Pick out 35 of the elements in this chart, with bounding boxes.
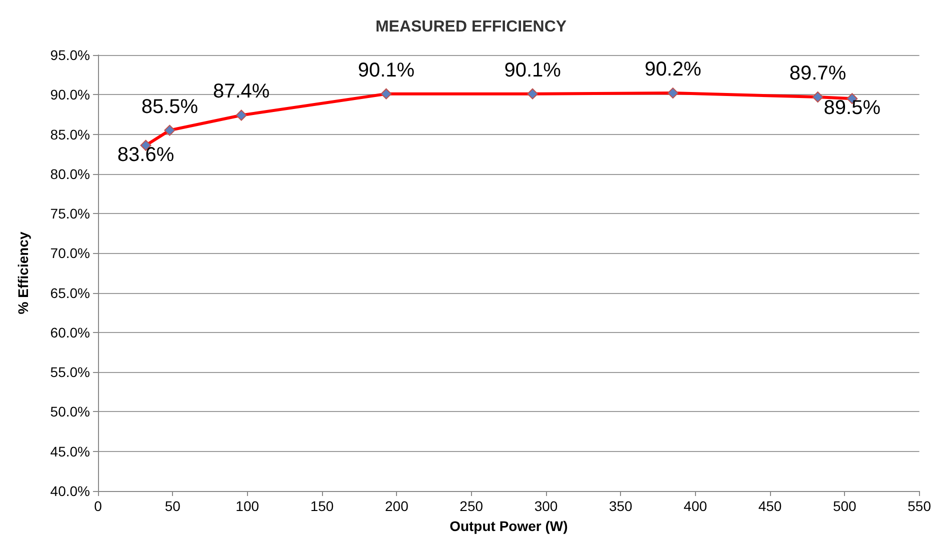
x-tick-label: 300 — [534, 498, 558, 514]
x-tick-label: 500 — [832, 498, 857, 514]
x-tick-label: 0 — [94, 498, 102, 514]
data-label: 89.7% — [789, 62, 846, 85]
data-label: 85.5% — [141, 96, 198, 118]
data-label: 90.1% — [504, 59, 562, 82]
x-tick-label: 100 — [236, 498, 260, 514]
x-tick-label: 550 — [908, 498, 932, 514]
y-tick-label: 85.0% — [50, 126, 90, 142]
y-axis-title: % Efficiency — [15, 232, 31, 314]
data-label: 90.2% — [644, 58, 702, 81]
y-tick-label: 60.0% — [50, 324, 90, 340]
y-tick-label: 90.0% — [50, 86, 90, 103]
y-tick-label: 75.0% — [50, 206, 90, 222]
y-tick-label: 80.0% — [50, 166, 90, 182]
y-tick-label: 45.0% — [50, 443, 90, 460]
y-tick-label: 70.0% — [50, 245, 90, 262]
y-tick-label: 65.0% — [50, 284, 90, 301]
data-label: 90.1% — [358, 59, 415, 82]
data-label: 87.4% — [213, 80, 270, 103]
x-tick-label: 150 — [310, 498, 334, 514]
x-tick-label: 50 — [164, 498, 181, 514]
data-label: 89.5% — [824, 97, 881, 120]
y-tick-label: 55.0% — [50, 364, 90, 380]
x-tick-label: 350 — [608, 498, 633, 514]
x-tick-label: 400 — [684, 498, 708, 514]
chart-title: MEASURED EFFICIENCY — [375, 18, 567, 36]
data-label: 83.6% — [117, 144, 174, 166]
x-tick-label: 450 — [758, 498, 782, 514]
x-axis-title: Output Power (W) — [450, 518, 568, 534]
y-tick-label: 40.0% — [50, 483, 90, 499]
y-tick-label: 95.0% — [50, 47, 90, 63]
x-tick-label: 250 — [460, 498, 484, 514]
y-tick-label: 50.0% — [50, 404, 90, 420]
x-tick-label: 200 — [384, 498, 409, 514]
